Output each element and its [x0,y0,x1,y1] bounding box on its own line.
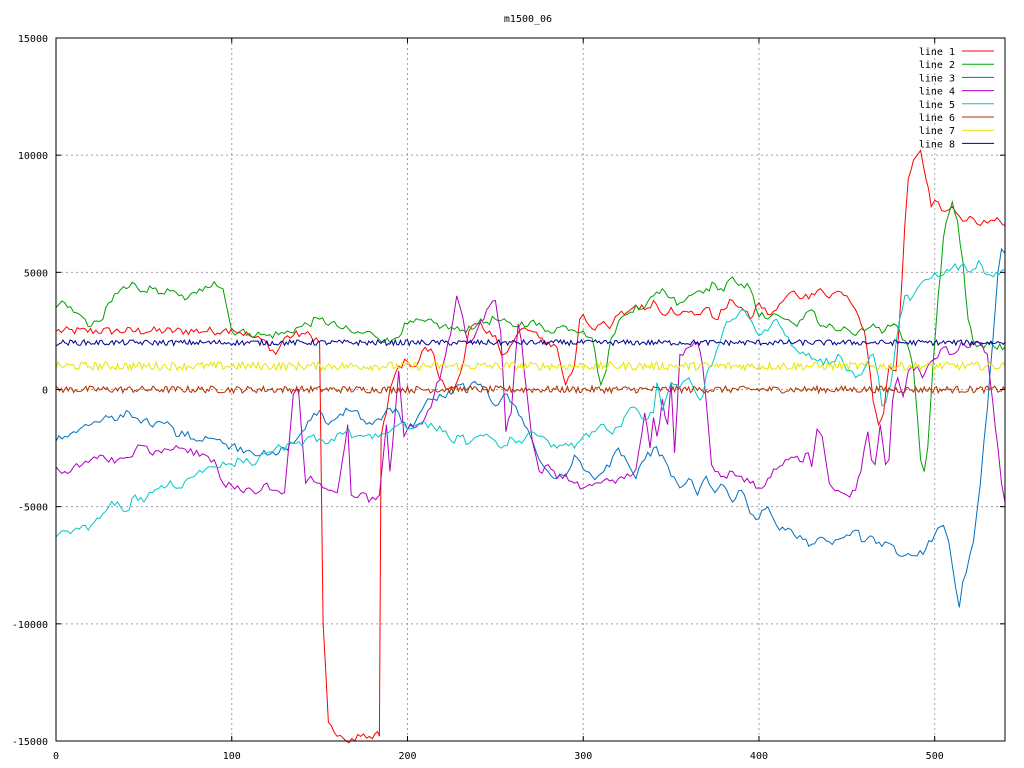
y-tick-label: -10000 [12,620,48,631]
legend-label: line 5 [919,100,955,111]
x-tick-label: 0 [53,751,59,762]
y-tick-label: 0 [42,386,48,397]
legend-label: line 7 [919,126,955,137]
series-line-line-8 [55,338,1006,347]
x-tick-label: 100 [223,751,241,762]
series-line-line-1 [55,149,1006,744]
legend-label: line 3 [919,73,955,84]
series-line-line-3 [55,247,1006,608]
legend-label: line 4 [919,87,955,98]
series-line-line-5 [55,259,1005,538]
y-tick-label: 15000 [18,34,48,45]
axis-ticks: 0 100 200 300 400 500 -15000 -10000 -5000 0 5000 10… [12,34,1005,762]
legend-label: line 2 [919,60,955,71]
x-tick-label: 300 [574,751,592,762]
series-lines [55,149,1006,744]
x-tick-label: 200 [398,751,416,762]
series-line-line-6 [55,384,1006,395]
series-line-line-4 [55,295,1006,504]
x-tick-label: 400 [750,751,768,762]
legend: line 1 line 2 line 3 line 4 line 5 line 6 line… [919,47,994,150]
series-line-line-7 [55,360,1006,372]
legend-label: line 6 [919,113,955,124]
y-tick-label: 5000 [24,268,48,279]
series-line-line-2 [55,200,1006,472]
y-tick-label: 10000 [18,151,48,162]
x-tick-label: 500 [926,751,944,762]
legend-label: line 1 [919,47,955,58]
y-tick-label: -15000 [12,737,48,748]
chart-title: m1500_06 [504,14,552,25]
y-tick-label: -5000 [18,503,48,514]
legend-label: line 8 [919,139,955,150]
